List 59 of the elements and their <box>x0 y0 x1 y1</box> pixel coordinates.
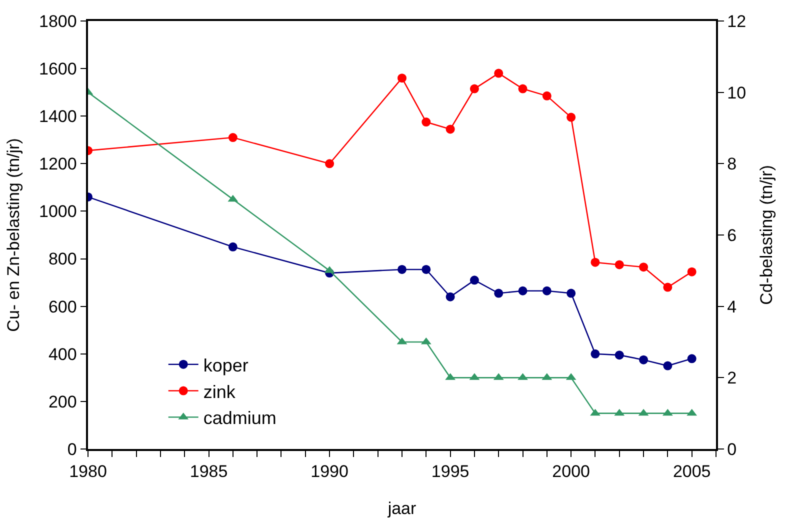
point <box>228 133 238 142</box>
point <box>639 355 648 364</box>
y-tick-label: 0 <box>67 440 77 459</box>
y2-tick-label: 2 <box>727 368 737 388</box>
y-tick-label: 1200 <box>39 154 77 174</box>
point <box>422 118 431 127</box>
point <box>325 159 334 168</box>
y2-tick-label: 6 <box>727 226 737 245</box>
y-tick-label: 1400 <box>39 107 77 126</box>
x-tick-label: 1995 <box>431 462 470 482</box>
x-tick-label: 1980 <box>69 462 107 482</box>
point <box>687 267 696 276</box>
point <box>639 262 648 272</box>
point <box>566 112 576 122</box>
y-tick-label: 400 <box>48 344 77 364</box>
point <box>590 258 600 267</box>
y2-axis-title: Cd-belasting (tn/jr) <box>756 165 776 305</box>
point <box>446 292 455 302</box>
x-axis-title: jaar <box>386 499 417 518</box>
y-tick-label: 1600 <box>39 60 77 79</box>
point <box>494 288 504 298</box>
point <box>614 260 624 270</box>
point <box>228 242 238 252</box>
point <box>446 124 455 134</box>
x-tick-label: 2000 <box>552 462 590 482</box>
point <box>518 84 528 94</box>
x-tick-label: 1990 <box>310 462 348 482</box>
x-tick-label: 2005 <box>672 462 711 482</box>
y-tick-label: 1000 <box>39 202 77 222</box>
point <box>422 264 431 274</box>
point <box>663 282 672 292</box>
y-tick-label: 200 <box>48 392 77 412</box>
point <box>470 84 479 94</box>
point <box>398 264 406 274</box>
point <box>590 408 600 416</box>
y2-tick-label: 4 <box>727 297 737 316</box>
point <box>542 91 552 100</box>
y-axis-title: Cu- en Zn-belasting (tn/jr) <box>4 138 24 332</box>
y2-tick-label: 0 <box>727 440 737 459</box>
point <box>470 276 479 285</box>
point <box>518 286 528 296</box>
y2-tick-label: 8 <box>727 154 737 174</box>
point <box>566 288 576 298</box>
y-tick-label: 800 <box>48 250 77 269</box>
point <box>687 354 696 364</box>
legend-label: zink <box>203 382 236 402</box>
y-tick-label: 1800 <box>39 12 77 31</box>
y-tick-label: 600 <box>48 297 77 316</box>
point <box>614 350 624 360</box>
legend-label: cadmium <box>203 408 276 428</box>
y2-tick-label: 10 <box>727 83 746 102</box>
point <box>494 68 504 78</box>
y2-tick-label: 12 <box>727 12 746 31</box>
point <box>663 361 672 370</box>
legend-label: koper <box>203 355 248 376</box>
point <box>398 74 406 83</box>
point <box>590 349 600 358</box>
point <box>542 286 552 296</box>
x-tick-label: 1985 <box>190 462 228 482</box>
